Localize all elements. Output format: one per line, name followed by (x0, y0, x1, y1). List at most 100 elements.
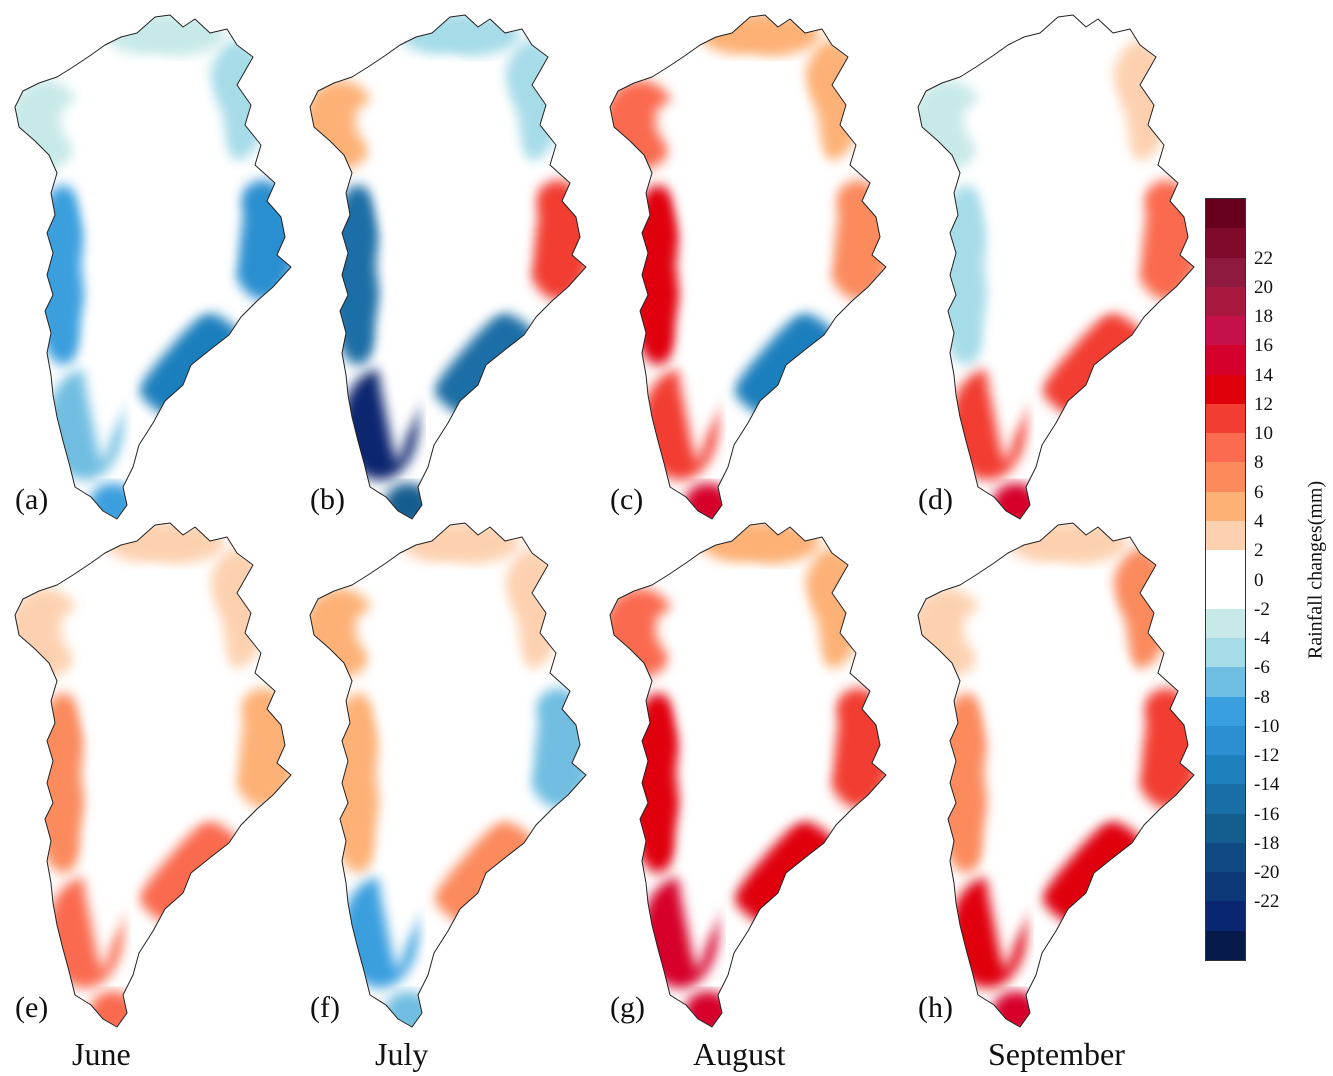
colorbar-segment (1206, 257, 1245, 288)
colorbar-segment (1206, 725, 1245, 756)
colorbar (1205, 198, 1246, 961)
colorbar-tick-label: 22 (1254, 247, 1273, 269)
ice-sheet-interior (356, 57, 538, 465)
colorbar-segment (1206, 608, 1245, 639)
map-panel: (f) (300, 513, 600, 1043)
map-panel: (a) (5, 5, 305, 535)
coastline (917, 522, 1195, 1028)
colorbar-segment (1206, 696, 1245, 727)
colorbar-tick-label: -12 (1254, 745, 1280, 767)
rainfall-region-s (89, 991, 137, 1027)
colorbar-tick-label: 6 (1254, 481, 1264, 503)
ice-sheet-interior (61, 565, 243, 973)
colorbar-tick-label: 18 (1254, 306, 1273, 328)
colorbar-tick-label: 4 (1254, 510, 1264, 532)
coastline (14, 14, 292, 520)
colorbar-tick-label: -2 (1254, 598, 1270, 620)
month-label-june: June (72, 1036, 131, 1072)
panel-label: (f) (310, 991, 340, 1024)
colorbar-segment (1206, 345, 1245, 376)
rainfall-region-n (400, 15, 520, 57)
coastline (14, 522, 292, 1028)
ice-sheet-interior (964, 565, 1146, 973)
rainfall-region-n (105, 523, 225, 565)
colorbar-tick-label: 16 (1254, 335, 1273, 357)
colorbar-title: Rainfall changes(mm) (1296, 440, 1333, 700)
ice-sheet-interior (656, 57, 838, 465)
colorbar-tick-label: -14 (1254, 774, 1280, 796)
colorbar-segment (1206, 930, 1245, 961)
rainfall-region-n (400, 523, 520, 565)
colorbar-tick-label: 14 (1254, 364, 1273, 386)
panel-label: (b) (310, 483, 345, 516)
colorbar-segment (1206, 462, 1245, 493)
colorbar-tick-label: -8 (1254, 686, 1270, 708)
month-label-august: August (693, 1036, 786, 1072)
coastline (917, 14, 1195, 520)
colorbar-segment (1206, 550, 1245, 580)
rainfall-region-s (684, 991, 732, 1027)
colorbar-segment (1206, 316, 1245, 346)
colorbar-segment (1206, 374, 1245, 405)
rainfall-region-n (105, 15, 225, 57)
map-panel: (g) (600, 513, 900, 1043)
colorbar-segment (1206, 491, 1245, 522)
colorbar-tick-label: -20 (1254, 862, 1280, 884)
panel-label: (e) (15, 991, 49, 1024)
map-panel: (d) (908, 5, 1208, 535)
colorbar-tick-label: 12 (1254, 393, 1273, 415)
coastline (309, 522, 587, 1028)
colorbar-tick-label: 0 (1254, 569, 1264, 591)
colorbar-segment (1206, 199, 1245, 229)
colorbar-tick-label: -16 (1254, 803, 1280, 825)
greenland-map (14, 522, 292, 1028)
colorbar-segment (1206, 520, 1245, 551)
colorbar-segment (1206, 638, 1245, 668)
colorbar-tick-label: -18 (1254, 832, 1280, 854)
colorbar-segment (1206, 901, 1245, 932)
greenland-map (609, 522, 887, 1028)
greenland-map (309, 14, 587, 520)
colorbar-title-text: Rainfall changes(mm) (1304, 480, 1327, 660)
colorbar-tick-label: 20 (1254, 276, 1273, 298)
panel-label: (c) (610, 483, 644, 516)
rainfall-region-s (384, 991, 432, 1027)
rainfall-region-s (992, 991, 1040, 1027)
colorbar-tick-label: 2 (1254, 540, 1264, 562)
ice-sheet-interior (964, 57, 1146, 465)
ice-sheet-interior (61, 57, 243, 465)
greenland-map (917, 14, 1195, 520)
colorbar-segment (1206, 813, 1245, 844)
map-panel: (h) (908, 513, 1208, 1043)
month-label-july: July (375, 1036, 429, 1072)
rainfall-region-n (700, 523, 820, 565)
panel-label: (h) (918, 991, 953, 1024)
colorbar-tick-label: 10 (1254, 423, 1273, 445)
rainfall-region-n (700, 15, 820, 57)
colorbar-segment (1206, 286, 1245, 317)
greenland-map (917, 522, 1195, 1028)
colorbar-segment (1206, 433, 1245, 463)
month-label-september: September (988, 1036, 1125, 1072)
coastline (609, 14, 887, 520)
ice-sheet-interior (356, 565, 538, 973)
greenland-map (14, 14, 292, 520)
colorbar-segment (1206, 842, 1245, 873)
colorbar-segment (1206, 228, 1245, 259)
map-panel: (b) (300, 5, 600, 535)
colorbar-segment (1206, 872, 1245, 902)
greenland-map (309, 522, 587, 1028)
colorbar-tick-label: -4 (1254, 628, 1270, 650)
coastline (609, 522, 887, 1028)
colorbar-segment (1206, 784, 1245, 815)
panel-label: (g) (610, 991, 645, 1024)
map-panel: (c) (600, 5, 900, 535)
colorbar-tick-label: -10 (1254, 715, 1280, 737)
colorbar-segment (1206, 667, 1245, 698)
panel-label: (a) (15, 483, 49, 516)
colorbar-segment (1206, 579, 1245, 610)
colorbar-tick-label: 8 (1254, 452, 1264, 474)
rainfall-region-n (1008, 523, 1128, 565)
ice-sheet-interior (656, 565, 838, 973)
greenland-map (609, 14, 887, 520)
